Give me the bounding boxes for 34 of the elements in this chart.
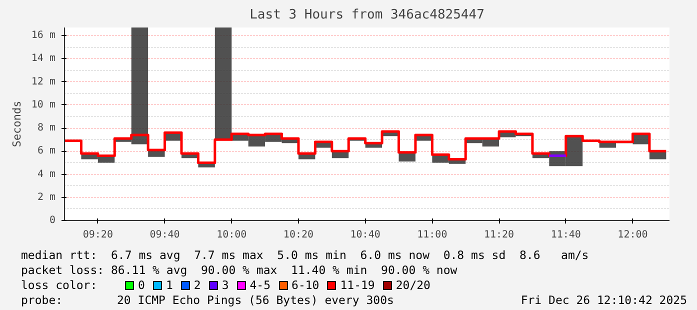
text: 20/20 [396, 278, 430, 292]
text: 0 [138, 278, 145, 292]
text: packet loss: 86.11 % avg 90.00 % max 11.40 % min 90.00 % now [21, 263, 458, 278]
x-tick-label: 10:00 [216, 230, 247, 240]
text: 20 ICMP Echo Pings (56 Bytes) every 300s [117, 293, 394, 307]
x-tick-label: 10:20 [283, 230, 314, 240]
text: loss color: [21, 278, 98, 293]
y-tick-label: 8 m [37, 122, 56, 134]
x-tick-label: 11:20 [484, 230, 514, 240]
y-tick-label: 2 m [37, 192, 56, 203]
text: 3 [222, 278, 229, 292]
text: 1 [166, 278, 173, 292]
y-tick-label: 12 m [31, 76, 56, 88]
y-tick-label: 0 [49, 215, 56, 226]
chart-title: Last 3 Hours from 346ac4825447 [250, 8, 484, 22]
text: Fri Dec 26 12:10:42 2025 [520, 293, 687, 308]
y-axis-title: Seconds [10, 100, 24, 148]
text: probe: [21, 293, 64, 308]
text: median rtt: 6.7 ms avg 7.7 ms max 5.0 ms min 6.0 ms now 0.8 ms sd 8.6 am/s [21, 248, 590, 263]
y-tick-label: 6 m [37, 146, 56, 157]
text: 6-10 [292, 278, 320, 292]
x-tick-label: 10:40 [350, 230, 380, 240]
x-tick-label: 11:40 [550, 230, 581, 240]
text: 11-19 [340, 278, 375, 292]
x-tick-label: 09:20 [82, 230, 113, 240]
x-tick-label: 11:00 [417, 230, 448, 240]
y-tick-label: 16 m [31, 30, 56, 42]
y-tick-label: 4 m [37, 168, 56, 180]
x-tick-label: 09:40 [150, 230, 180, 240]
text: 4-5 [250, 278, 271, 292]
x-tick-label: 12:00 [618, 230, 648, 240]
text: 2 [194, 278, 201, 292]
y-tick-label: 10 m [31, 99, 56, 110]
y-tick-label: 14 m [31, 53, 56, 64]
